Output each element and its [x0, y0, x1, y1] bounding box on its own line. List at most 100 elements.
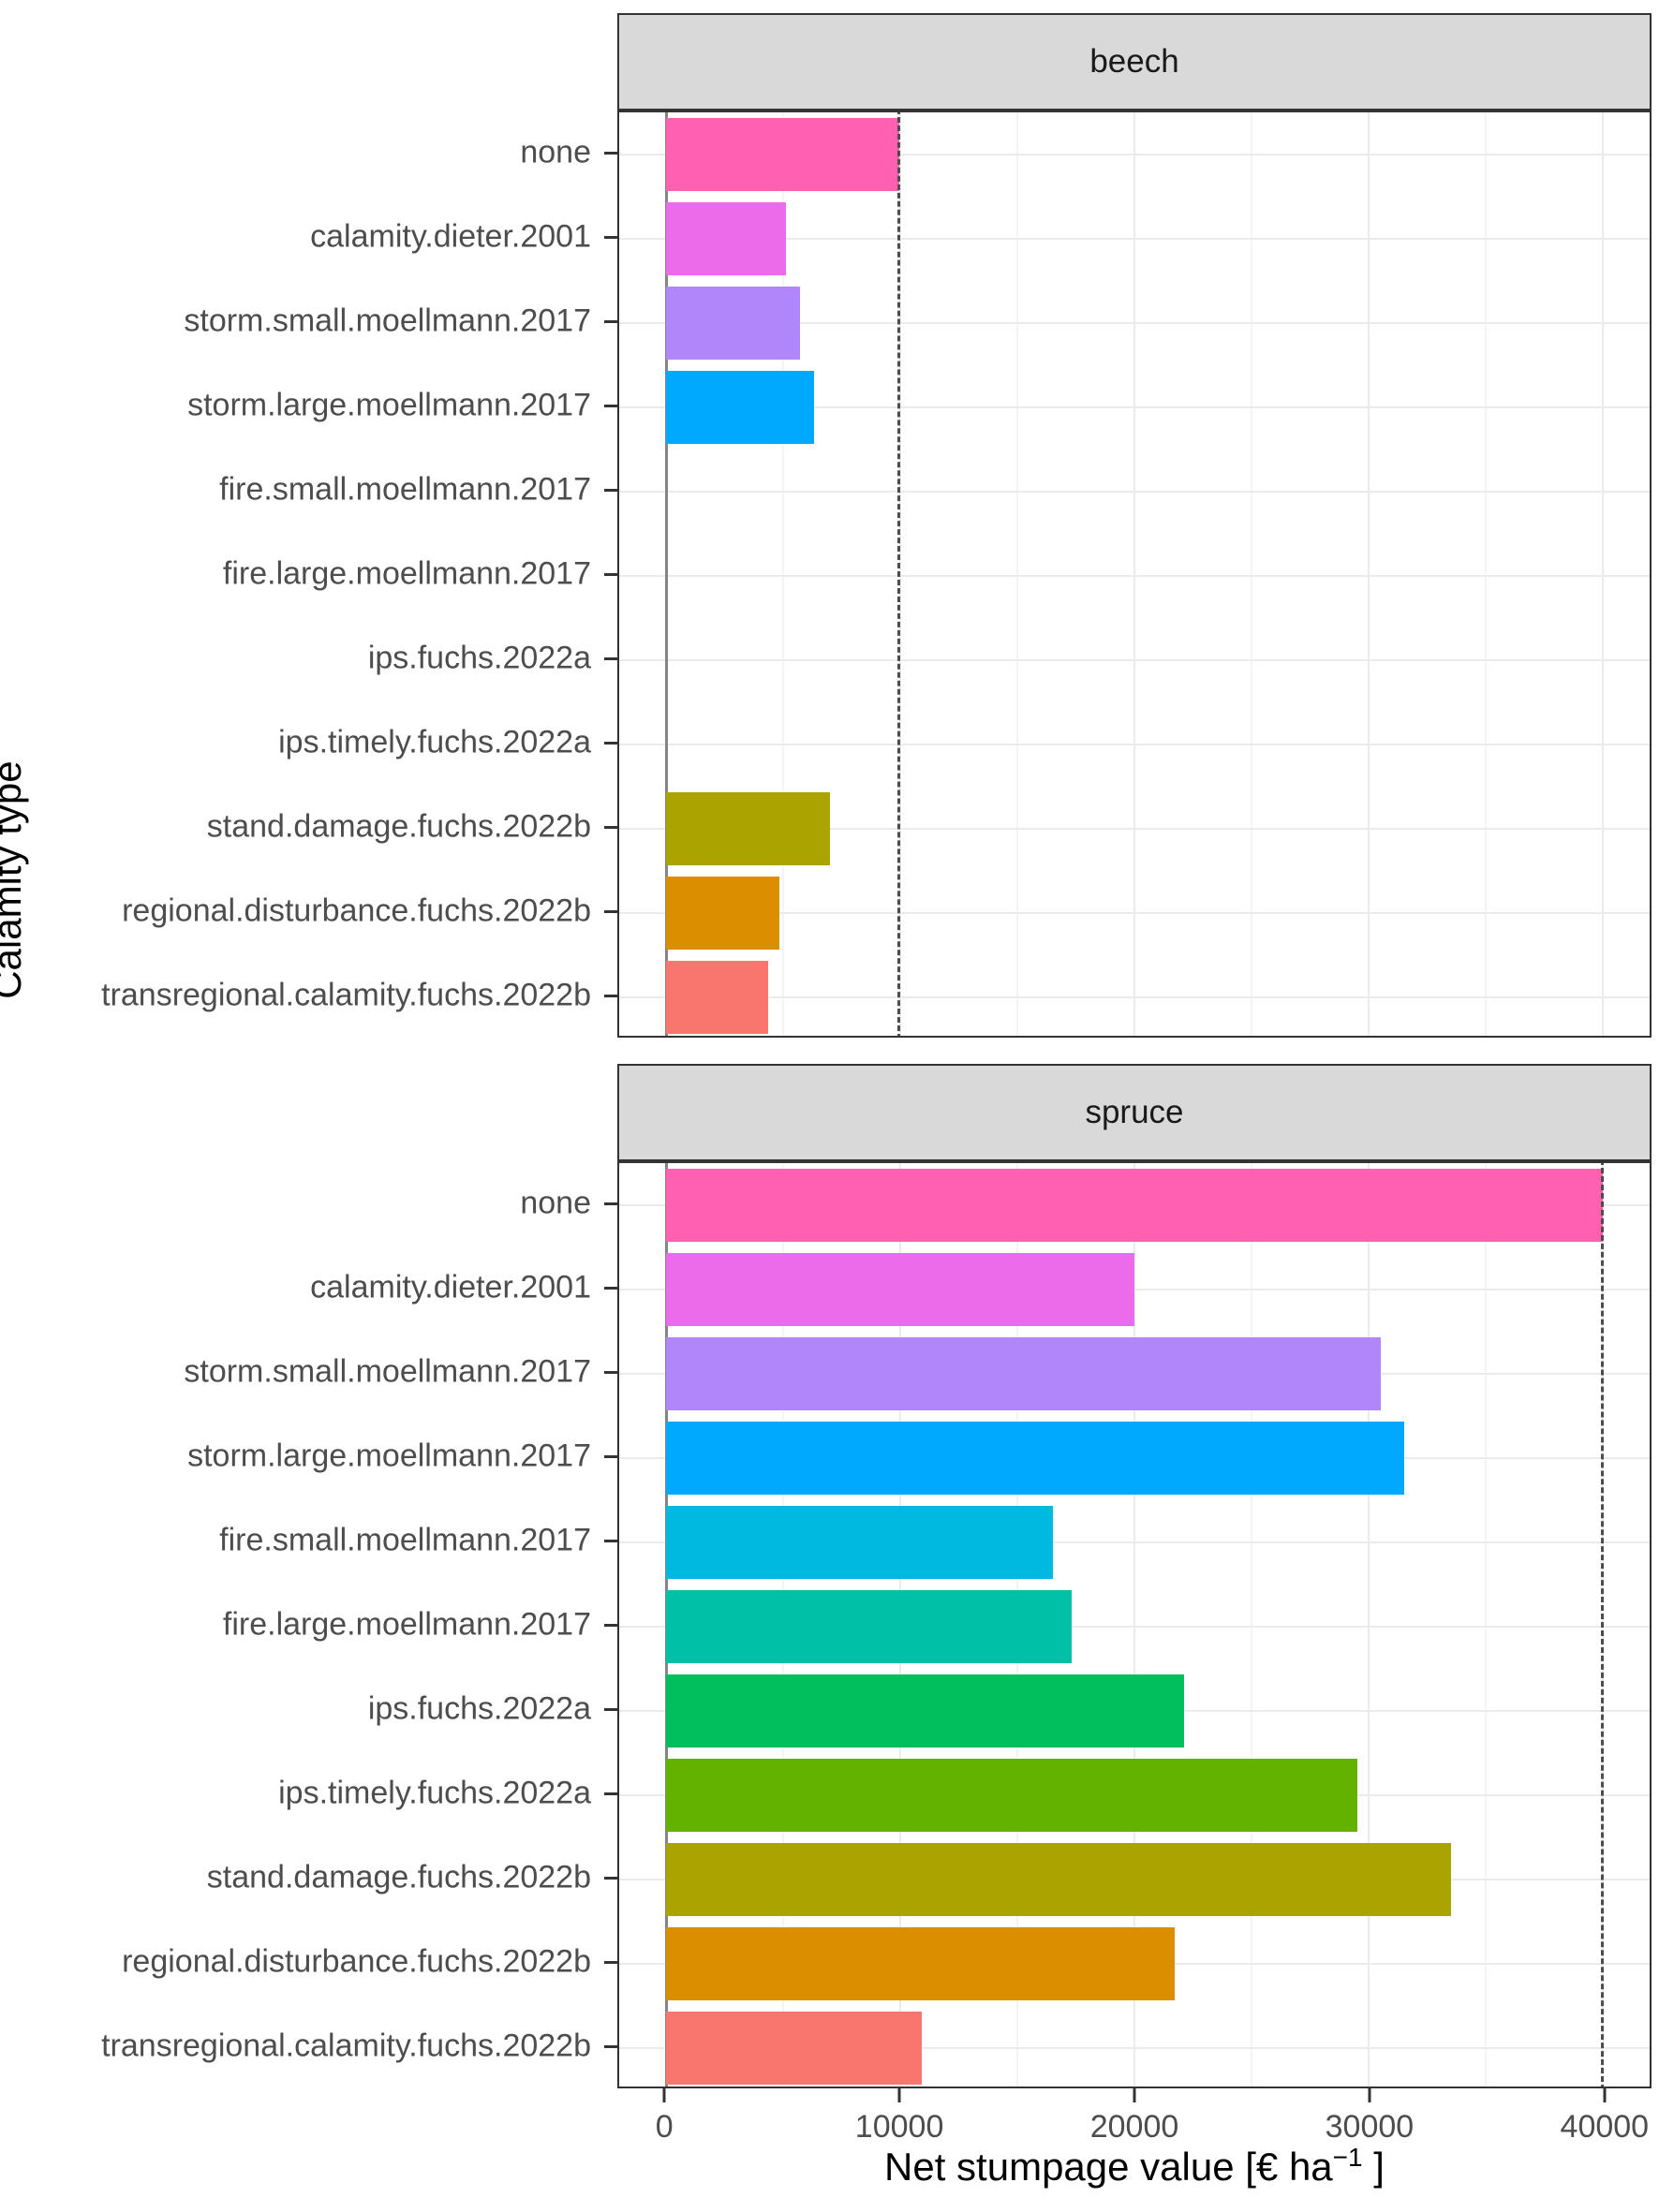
y-tick-mark: [604, 319, 617, 323]
major-gridline: [1133, 112, 1135, 1036]
x-tick-label: 40000: [1560, 2109, 1650, 2145]
x-axis-title-exponent: −1: [1332, 2143, 1363, 2172]
y-axis-label: stand.damage.fuchs.2022b: [206, 1859, 591, 1895]
y-tick-mark: [604, 1707, 617, 1711]
facet-strip-label: beech: [1089, 43, 1179, 80]
category-gridline: [619, 154, 1650, 155]
y-tick-mark: [604, 1960, 617, 1964]
bar-transregional.calamity.fuchs.2022b: [666, 961, 768, 1034]
y-tick-mark: [604, 488, 617, 492]
y-tick-mark: [604, 1876, 617, 1880]
bar-storm.small.moellmann.2017: [666, 287, 800, 360]
reference-line: [1601, 1163, 1605, 2087]
y-axis-label: storm.small.moellmann.2017: [184, 302, 591, 339]
panel-beech: [617, 111, 1652, 1038]
y-axis-label: none: [520, 1185, 591, 1221]
minor-gridline: [1016, 112, 1018, 1036]
y-axis-labels-beech: none calamity.dieter.2001 storm.small.moel…: [0, 111, 617, 1038]
y-tick-mark: [604, 235, 617, 239]
y-tick-mark: [604, 1454, 617, 1458]
y-axis-labels-spruce: none calamity.dieter.2001 storm.small.moel…: [0, 1161, 617, 2088]
bar-fire.small.moellmann.2017: [666, 1506, 1053, 1579]
category-gridline: [619, 996, 1650, 998]
y-tick-mark: [604, 1286, 617, 1290]
bar-none: [666, 118, 899, 191]
category-gridline: [619, 575, 1650, 577]
category-gridline: [619, 1289, 1650, 1290]
x-tick-label: 10000: [854, 2109, 944, 2145]
category-gridline: [619, 491, 1650, 493]
x-axis-title-text: Net stumpage value [€ ha: [884, 2145, 1333, 2189]
category-gridline: [619, 912, 1650, 914]
y-axis-label: none: [520, 134, 591, 170]
y-axis-label: fire.large.moellmann.2017: [222, 1606, 591, 1643]
y-axis-label: stand.damage.fuchs.2022b: [206, 808, 591, 845]
y-tick-mark: [604, 656, 617, 660]
bar-regional.disturbance.fuchs.2022b: [666, 1927, 1175, 2000]
category-gridline: [619, 1626, 1650, 1628]
bar-ips.timely.fuchs.2022a: [666, 1759, 1357, 1832]
zero-line: [664, 112, 668, 1036]
category-gridline: [619, 1541, 1650, 1543]
minor-gridline: [1485, 1163, 1487, 2087]
y-tick-mark: [604, 1623, 617, 1627]
bar-storm.large.moellmann.2017: [666, 1422, 1404, 1495]
y-axis-label: storm.large.moellmann.2017: [187, 387, 591, 423]
y-tick-mark: [604, 909, 617, 913]
facet-strip-label: spruce: [1085, 1094, 1184, 1130]
x-axis-title: Net stumpage value [€ ha−1 ]: [617, 2143, 1652, 2190]
major-gridline: [1368, 112, 1370, 1036]
bar-calamity.dieter.2001: [666, 202, 786, 275]
x-tick-label: 20000: [1089, 2109, 1179, 2145]
x-tick-mark: [897, 2088, 901, 2102]
y-tick-mark: [604, 1370, 617, 1374]
facet-strip-spruce: spruce: [617, 1064, 1652, 1161]
category-gridline: [619, 322, 1650, 324]
major-gridline: [1368, 1163, 1370, 2087]
minor-gridline: [1251, 112, 1252, 1036]
y-axis-title: Calamity type: [0, 760, 29, 999]
bar-regional.disturbance.fuchs.2022b: [666, 877, 780, 950]
reference-line: [896, 112, 900, 1036]
bar-none: [666, 1169, 1603, 1242]
y-tick-mark: [604, 2044, 617, 2048]
bar-storm.large.moellmann.2017: [666, 371, 814, 444]
category-gridline: [619, 2047, 1650, 2049]
major-gridline: [1602, 112, 1604, 1036]
bar-stand.damage.fuchs.2022b: [666, 792, 830, 865]
y-tick-mark: [604, 1792, 617, 1795]
y-axis-label: regional.disturbance.fuchs.2022b: [122, 892, 591, 929]
y-tick-mark: [604, 151, 617, 155]
bar-storm.small.moellmann.2017: [666, 1337, 1381, 1410]
minor-gridline: [782, 112, 784, 1036]
y-axis-label: fire.small.moellmann.2017: [219, 471, 591, 508]
y-axis-label: ips.timely.fuchs.2022a: [278, 724, 591, 760]
x-axis-title-bracket: ]: [1362, 2145, 1385, 2189]
y-axis-label: transregional.calamity.fuchs.2022b: [101, 2028, 591, 2064]
y-tick-mark: [604, 994, 617, 997]
category-gridline: [619, 659, 1650, 661]
y-axis-label: storm.large.moellmann.2017: [187, 1438, 591, 1474]
category-gridline: [619, 744, 1650, 745]
y-tick-mark: [604, 1202, 617, 1205]
y-axis-label: storm.small.moellmann.2017: [184, 1353, 591, 1390]
x-axis: 0 10000 20000 30000 40000: [617, 2088, 1652, 2154]
category-gridline: [619, 238, 1650, 240]
category-gridline: [619, 406, 1650, 408]
bar-ips.fuchs.2022a: [666, 1674, 1184, 1747]
y-axis-label: ips.timely.fuchs.2022a: [278, 1775, 591, 1811]
bar-transregional.calamity.fuchs.2022b: [666, 2012, 922, 2085]
bar-calamity.dieter.2001: [666, 1253, 1134, 1326]
x-tick-mark: [662, 2088, 666, 2102]
y-tick-mark: [604, 404, 617, 407]
panel-spruce: [617, 1161, 1652, 2088]
x-tick-mark: [1603, 2088, 1607, 2102]
y-axis-label: calamity.dieter.2001: [310, 1269, 591, 1305]
major-gridline: [1133, 1163, 1135, 2087]
y-tick-mark: [604, 741, 617, 745]
x-tick-mark: [1133, 2088, 1136, 2102]
facet-strip-beech: beech: [617, 13, 1652, 111]
y-tick-mark: [604, 1539, 617, 1542]
x-tick-label: 30000: [1325, 2109, 1415, 2145]
